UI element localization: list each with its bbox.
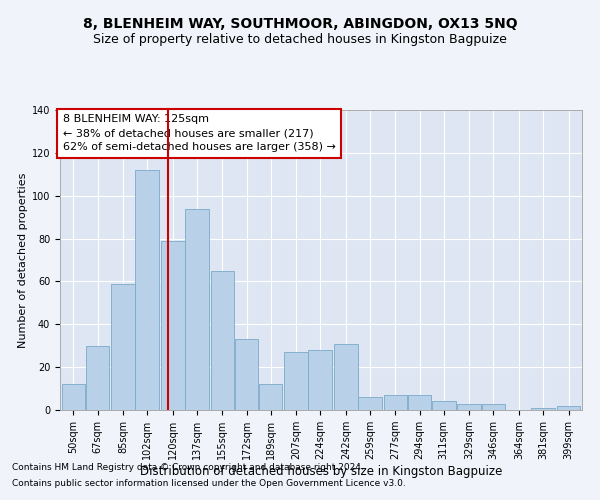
Bar [284, 352, 308, 410]
Bar [358, 397, 382, 410]
Bar [432, 402, 455, 410]
Bar [62, 384, 85, 410]
Bar [308, 350, 332, 410]
Text: 8, BLENHEIM WAY, SOUTHMOOR, ABINGDON, OX13 5NQ: 8, BLENHEIM WAY, SOUTHMOOR, ABINGDON, OX… [83, 18, 517, 32]
Bar [334, 344, 358, 410]
Bar [136, 170, 159, 410]
Bar [185, 208, 209, 410]
Text: 8 BLENHEIM WAY: 125sqm
← 38% of detached houses are smaller (217)
62% of semi-de: 8 BLENHEIM WAY: 125sqm ← 38% of detached… [62, 114, 335, 152]
Text: Size of property relative to detached houses in Kingston Bagpuize: Size of property relative to detached ho… [93, 32, 507, 46]
Bar [211, 270, 234, 410]
Bar [531, 408, 555, 410]
Bar [557, 406, 580, 410]
Text: Contains HM Land Registry data © Crown copyright and database right 2024.: Contains HM Land Registry data © Crown c… [12, 464, 364, 472]
Bar [457, 404, 481, 410]
Bar [161, 240, 185, 410]
X-axis label: Distribution of detached houses by size in Kingston Bagpuize: Distribution of detached houses by size … [140, 465, 502, 478]
Text: Contains public sector information licensed under the Open Government Licence v3: Contains public sector information licen… [12, 478, 406, 488]
Y-axis label: Number of detached properties: Number of detached properties [17, 172, 28, 348]
Bar [383, 395, 407, 410]
Bar [235, 340, 259, 410]
Bar [259, 384, 283, 410]
Bar [482, 404, 505, 410]
Bar [408, 395, 431, 410]
Bar [111, 284, 135, 410]
Bar [86, 346, 109, 410]
